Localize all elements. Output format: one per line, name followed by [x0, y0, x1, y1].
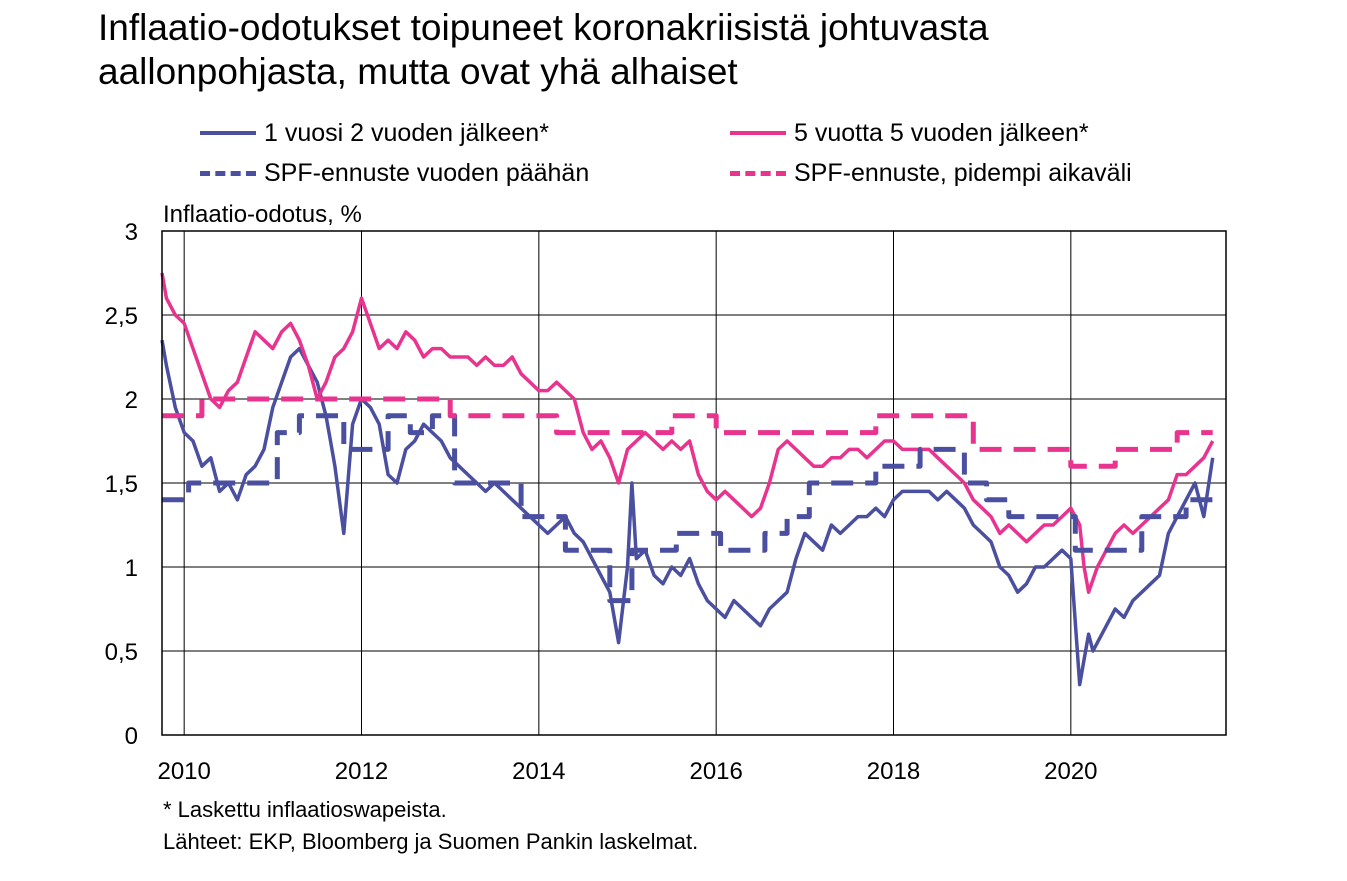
legend-swatch-blue-dashed	[200, 170, 256, 176]
y-tick-label: 0,5	[105, 639, 138, 666]
legend-item-1: 1 vuosi 2 vuoden jälkeen*	[200, 115, 549, 151]
y-tick-label: 1	[125, 555, 138, 582]
series-line-3	[162, 413, 1213, 604]
legend-item-4: SPF-ennuste, pidempi aikaväli	[730, 155, 1132, 191]
y-tick-label: 2,5	[105, 303, 138, 330]
legend-item-2: 5 vuotta 5 vuoden jälkeen*	[730, 115, 1089, 151]
chart-title-line-2: aallonpohjasta, mutta ovat yhä alhaiset	[98, 51, 738, 92]
x-tick-labels: 2010 2012 2014 2016 2018 2020	[157, 758, 1097, 785]
y-tick-label: 2	[125, 387, 138, 414]
x-tick-label: 2020	[1044, 758, 1097, 785]
y-axis-label: Inflaatio-odotus, %	[163, 201, 362, 228]
y-tick-label: 0	[125, 723, 138, 750]
legend-swatch-pink-dashed	[730, 170, 786, 176]
grid-lines	[162, 231, 1226, 735]
plot-frame	[161, 230, 1227, 736]
legend-label-4: SPF-ennuste, pidempi aikaväli	[794, 158, 1132, 187]
legend-label-3: SPF-ennuste vuoden päähän	[264, 158, 590, 187]
legend: 1 vuosi 2 vuoden jälkeen* 5 vuotta 5 vuo…	[200, 115, 1220, 195]
x-tick-label: 2010	[157, 758, 210, 785]
y-tick-label: 3	[125, 219, 138, 246]
series-line-4	[162, 396, 1213, 469]
chart-title-line-1: Inflaatio-odotukset toipuneet koronakrii…	[98, 7, 989, 48]
footnote: * Laskettu inflaatioswapeista. Lähteet: …	[163, 794, 698, 858]
y-tick-labels: 0 0,5 1 1,5 2 2,5 3	[105, 219, 138, 750]
x-tick-label: 2012	[335, 758, 388, 785]
footnote-line-1: * Laskettu inflaatioswapeista.	[163, 797, 447, 822]
x-tick-label: 2016	[689, 758, 742, 785]
legend-label-2: 5 vuotta 5 vuoden jälkeen*	[794, 118, 1089, 147]
y-tick-label: 1,5	[105, 471, 138, 498]
series-line-2	[160, 272, 1215, 594]
legend-swatch-pink-solid	[730, 131, 786, 135]
series-lines	[160, 272, 1215, 687]
x-tick-label: 2018	[867, 758, 920, 785]
legend-swatch-blue-solid	[200, 131, 256, 135]
chart-title: Inflaatio-odotukset toipuneet koronakrii…	[98, 6, 1298, 94]
legend-item-3: SPF-ennuste vuoden päähän	[200, 155, 589, 191]
x-tick-label: 2014	[512, 758, 565, 785]
source-note: Lähteet: EKP, Bloomberg ja Suomen Pankin…	[163, 829, 699, 854]
series-line-1	[160, 339, 1215, 687]
legend-label-1: 1 vuosi 2 vuoden jälkeen*	[264, 118, 549, 147]
